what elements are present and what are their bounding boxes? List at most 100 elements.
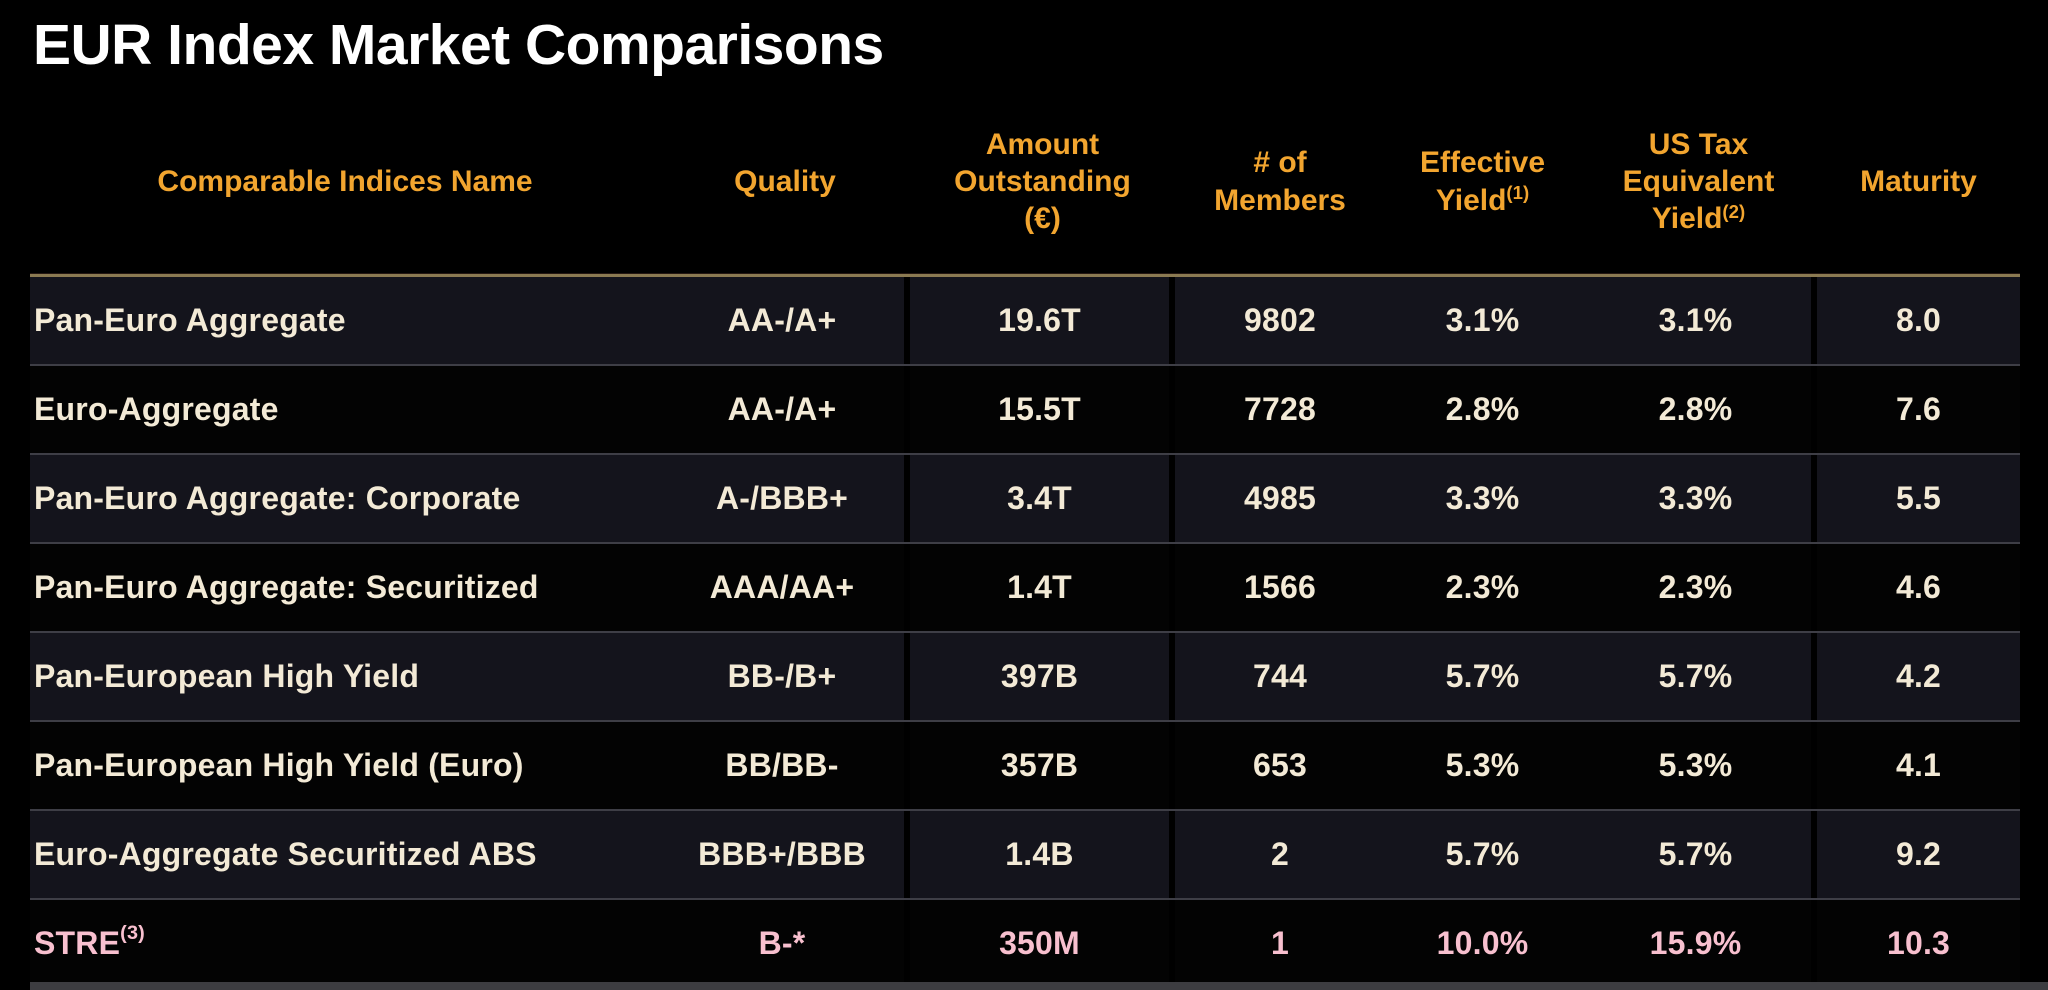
table-cell: 2.3% xyxy=(1385,544,1580,631)
cell-value: 10.0% xyxy=(1436,925,1529,961)
table-cell: 4.1 xyxy=(1817,722,2020,809)
table-cell: BB-/B+ xyxy=(660,633,910,720)
table-cell: 1566 xyxy=(1175,544,1385,631)
cell-value: 5.7% xyxy=(1658,658,1733,694)
table-cell: 9.2 xyxy=(1817,811,2020,898)
table-cell: 5.7% xyxy=(1385,633,1580,720)
table-cell: 7.6 xyxy=(1817,366,2020,453)
column-header-label: Maturity xyxy=(1860,164,1977,198)
cell-value: 5.5 xyxy=(1895,480,1942,516)
table-cell: Pan-Euro Aggregate: Corporate xyxy=(30,455,660,542)
cell-value: 4985 xyxy=(1244,480,1316,516)
table-row: Euro-Aggregate AA-/A+ 15.5T 7728 2.8% 2.8% 7.6 xyxy=(30,364,2020,453)
cell-value: Pan-European High Yield (Euro) xyxy=(34,747,524,783)
table-cell: 5.3% xyxy=(1385,722,1580,809)
table-cell: 5.3% xyxy=(1580,722,1817,809)
table-row: Pan-European High Yield BB-/B+ 397B 744 5.7%… xyxy=(30,631,2020,720)
table-cell: 744 xyxy=(1175,633,1385,720)
cell-value: 2.8% xyxy=(1658,391,1733,427)
table-cell: 2.8% xyxy=(1580,366,1817,453)
table-cell: Pan-European High Yield xyxy=(30,633,660,720)
table-cell: AA-/A+ xyxy=(660,366,910,453)
table-cell: 8.0 xyxy=(1817,277,2020,364)
table-cell: 5.5 xyxy=(1817,455,2020,542)
cell-value: 5.7% xyxy=(1445,658,1520,694)
table-cell: Pan-Euro Aggregate: Securitized xyxy=(30,544,660,631)
table-cell: 5.7% xyxy=(1580,633,1817,720)
cell-value: 8.0 xyxy=(1895,302,1942,338)
cell-value: 5.7% xyxy=(1445,836,1520,872)
table-cell: Pan-European High Yield (Euro) xyxy=(30,722,660,809)
table-cell: 357B xyxy=(910,722,1175,809)
cell-value: 9802 xyxy=(1244,302,1316,338)
table-cell: 4.2 xyxy=(1817,633,2020,720)
cell-value: 397B xyxy=(1000,658,1079,694)
table-cell: 3.4T xyxy=(910,455,1175,542)
cell-value: 1566 xyxy=(1244,569,1316,605)
cell-value: 9.2 xyxy=(1895,836,1942,872)
cell-value: 15.9% xyxy=(1649,925,1742,961)
cell-value: 5.3% xyxy=(1658,747,1733,783)
cell-value: 3.3% xyxy=(1658,480,1733,516)
cell-value: 744 xyxy=(1253,658,1307,694)
column-header-label: US Tax Equivalent Yield(2) xyxy=(1622,127,1775,236)
table-cell: 5.7% xyxy=(1385,811,1580,898)
cell-value: Euro-Aggregate Securitized ABS xyxy=(34,836,537,872)
table-cell: AAA/AA+ xyxy=(660,544,910,631)
cell-value: BBB+/BBB xyxy=(698,836,866,872)
cell-value: 3.1% xyxy=(1445,302,1520,338)
column-header-comparable-indices-name: Comparable Indices Name xyxy=(30,90,660,273)
cell-value: 1.4T xyxy=(1007,569,1072,605)
cell-value: Euro-Aggregate xyxy=(34,391,279,427)
cell-value: STRE xyxy=(34,925,121,961)
cell-value: 350M xyxy=(999,925,1080,961)
table-row: Pan-Euro Aggregate: Securitized AAA/AA+ 1.… xyxy=(30,542,2020,631)
cell-value: Pan-Euro Aggregate xyxy=(34,302,346,338)
table-cell: 653 xyxy=(1175,722,1385,809)
cell-value: 10.3 xyxy=(1886,925,1951,961)
table-row: STRE (3) B-* 350M 1 10.0% 15.9% 10.3 xyxy=(30,898,2020,987)
cell-value: B-* xyxy=(758,925,806,961)
cell-value: BB/BB- xyxy=(725,747,839,783)
table-cell: A-/BBB+ xyxy=(660,455,910,542)
table-cell: Euro-Aggregate xyxy=(30,366,660,453)
cell-value: 1.4B xyxy=(1005,836,1074,872)
cell-value: 2.8% xyxy=(1445,391,1520,427)
table-cell: 3.1% xyxy=(1580,277,1817,364)
column-header-number-of-members: # of Members xyxy=(1175,90,1385,273)
column-header-us-tax-equivalent-yield: US Tax Equivalent Yield(2) xyxy=(1580,90,1817,273)
cell-value: 4.6 xyxy=(1895,569,1942,605)
column-header-amount-outstanding: Amount Outstanding (€) xyxy=(910,90,1175,273)
table-cell: 1.4B xyxy=(910,811,1175,898)
cell-value: BB-/B+ xyxy=(727,658,837,694)
table-cell: 1 xyxy=(1175,900,1385,987)
table-header-row: Comparable Indices Name Quality Amount O… xyxy=(30,90,2020,273)
table-cell: 15.5T xyxy=(910,366,1175,453)
table-cell: 397B xyxy=(910,633,1175,720)
table-cell: 2 xyxy=(1175,811,1385,898)
column-header-effective-yield: Effective Yield(1) xyxy=(1385,90,1580,273)
footnote-marker: (2) xyxy=(1722,200,1746,222)
table-cell: 4.6 xyxy=(1817,544,2020,631)
table-cell: 9802 xyxy=(1175,277,1385,364)
cell-value: 5.7% xyxy=(1658,836,1733,872)
cell-value: Pan-Euro Aggregate: Corporate xyxy=(34,480,521,516)
table-row: Pan-European High Yield (Euro) BB/BB- 357B… xyxy=(30,720,2020,809)
header-divider-line xyxy=(30,273,2020,277)
cell-value: AA-/A+ xyxy=(727,391,837,427)
table-cell: 19.6T xyxy=(910,277,1175,364)
table-row: Euro-Aggregate Securitized ABS BBB+/BBB 1.… xyxy=(30,809,2020,898)
cell-value: 2.3% xyxy=(1658,569,1733,605)
table-cell: BB/BB- xyxy=(660,722,910,809)
column-header-label: Comparable Indices Name xyxy=(157,164,533,198)
page-title: EUR Index Market Comparisons xyxy=(33,13,884,77)
table-cell: 3.3% xyxy=(1580,455,1817,542)
table-cell: Euro-Aggregate Securitized ABS xyxy=(30,811,660,898)
column-header-label: Amount Outstanding (€) xyxy=(954,127,1131,236)
cell-value: 3.3% xyxy=(1445,480,1520,516)
cell-value: 2 xyxy=(1271,836,1289,872)
cell-value: AA-/A+ xyxy=(727,302,837,338)
column-header-maturity: Maturity xyxy=(1817,90,2020,273)
table-cell: 3.3% xyxy=(1385,455,1580,542)
